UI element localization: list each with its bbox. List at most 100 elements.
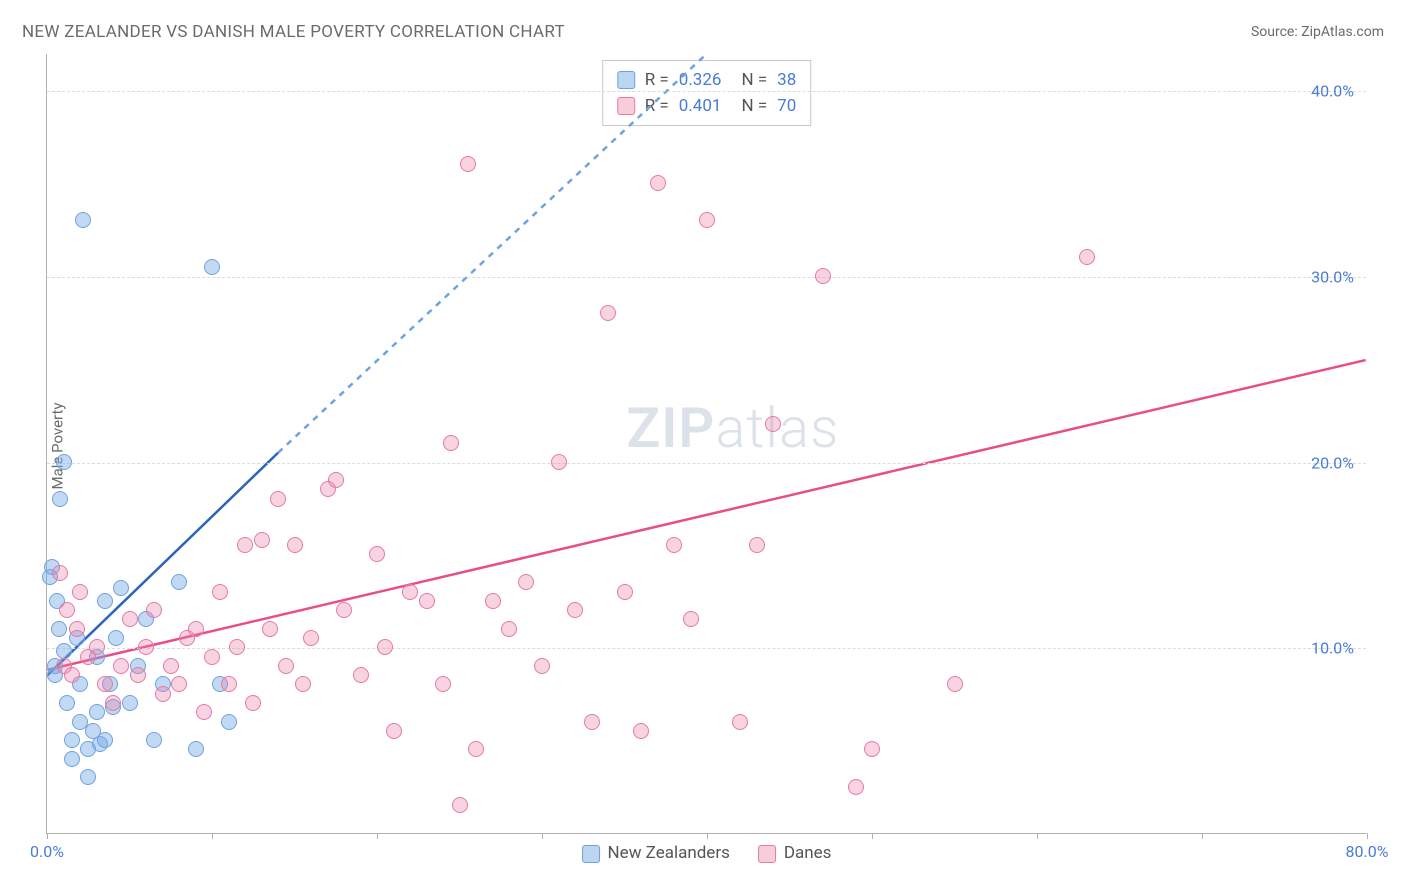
point-danes [155,686,171,702]
x-tick [377,833,378,839]
point-danes [328,472,344,488]
point-nz [188,741,204,757]
point-nz [64,751,80,767]
watermark: ZIPatlas [626,395,839,461]
gridline [47,91,1366,92]
point-danes [633,723,649,739]
legend-swatch-icon [758,845,776,863]
point-nz [75,212,91,228]
point-danes [105,695,121,711]
x-tick [1037,833,1038,839]
point-danes [122,611,138,627]
x-tick-label: 0.0% [30,842,64,861]
point-danes [699,212,715,228]
legend-row-danes: R = 0.401 N = 70 [617,93,797,119]
legend-n-label: N = [741,96,767,116]
point-danes [567,602,583,618]
point-danes [848,779,864,795]
legend-n-value-danes: 70 [777,96,796,116]
point-nz [146,732,162,748]
point-danes [518,574,534,590]
legend-r-label: R = [645,96,669,116]
point-nz [64,732,80,748]
point-danes [303,630,319,646]
watermark-bold: ZIP [626,395,715,461]
point-nz [56,454,72,470]
point-danes [377,639,393,655]
point-danes [237,537,253,553]
point-danes [204,649,220,665]
point-nz [52,491,68,507]
point-nz [97,732,113,748]
point-danes [815,268,831,284]
y-tick-label: 30.0% [1311,267,1354,286]
point-danes [468,741,484,757]
point-danes [221,676,237,692]
correlation-legend: R = 0.326 N = 38 R = 0.401 N = 70 [602,60,812,126]
source-attribution: Source: ZipAtlas.com [1251,24,1384,40]
point-danes [97,676,113,692]
point-danes [278,658,294,674]
point-danes [443,435,459,451]
point-danes [666,537,682,553]
point-danes [245,695,261,711]
point-danes [402,584,418,600]
point-danes [732,714,748,730]
x-tick [47,833,48,839]
point-danes [765,416,781,432]
point-danes [369,546,385,562]
point-danes [1079,249,1095,265]
plot-area: ZIPatlas R = 0.326 N = 38 R = 0.401 N = … [46,54,1366,834]
point-danes [196,704,212,720]
point-danes [600,305,616,321]
point-danes [386,723,402,739]
point-danes [947,676,963,692]
chart-title: NEW ZEALANDER VS DANISH MALE POVERTY COR… [22,22,565,42]
y-tick-label: 20.0% [1311,453,1354,472]
point-danes [501,621,517,637]
point-danes [171,676,187,692]
point-danes [419,593,435,609]
point-danes [864,741,880,757]
point-danes [212,584,228,600]
point-nz [221,714,237,730]
point-danes [229,639,245,655]
legend-n-value-nz: 38 [777,70,796,90]
point-nz [51,621,67,637]
legend-row-nz: R = 0.326 N = 38 [617,67,797,93]
point-danes [270,491,286,507]
legend-n-label: N = [741,70,767,90]
legend-item-danes: Danes [758,843,832,863]
legend-swatch-icon [582,845,600,863]
legend-label-nz: New Zealanders [608,843,730,863]
point-danes [146,602,162,618]
x-tick [872,833,873,839]
point-danes [254,532,270,548]
point-nz [97,593,113,609]
point-danes [336,602,352,618]
point-nz [204,259,220,275]
point-nz [122,695,138,711]
chart-container: NEW ZEALANDER VS DANISH MALE POVERTY COR… [0,0,1406,892]
point-danes [584,714,600,730]
point-danes [551,454,567,470]
y-tick-label: 10.0% [1311,639,1354,658]
point-nz [171,574,187,590]
x-tick [1367,833,1368,839]
legend-r-label: R = [645,70,669,90]
point-danes [534,658,550,674]
x-tick [542,833,543,839]
point-danes [287,537,303,553]
point-danes [52,565,68,581]
point-danes [188,621,204,637]
point-danes [163,658,179,674]
point-nz [56,643,72,659]
point-nz [108,630,124,646]
gridline [47,648,1366,649]
point-danes [69,621,85,637]
point-danes [617,584,633,600]
point-danes [353,667,369,683]
point-nz [59,695,75,711]
regression-lines [47,54,1366,833]
point-danes [89,639,105,655]
